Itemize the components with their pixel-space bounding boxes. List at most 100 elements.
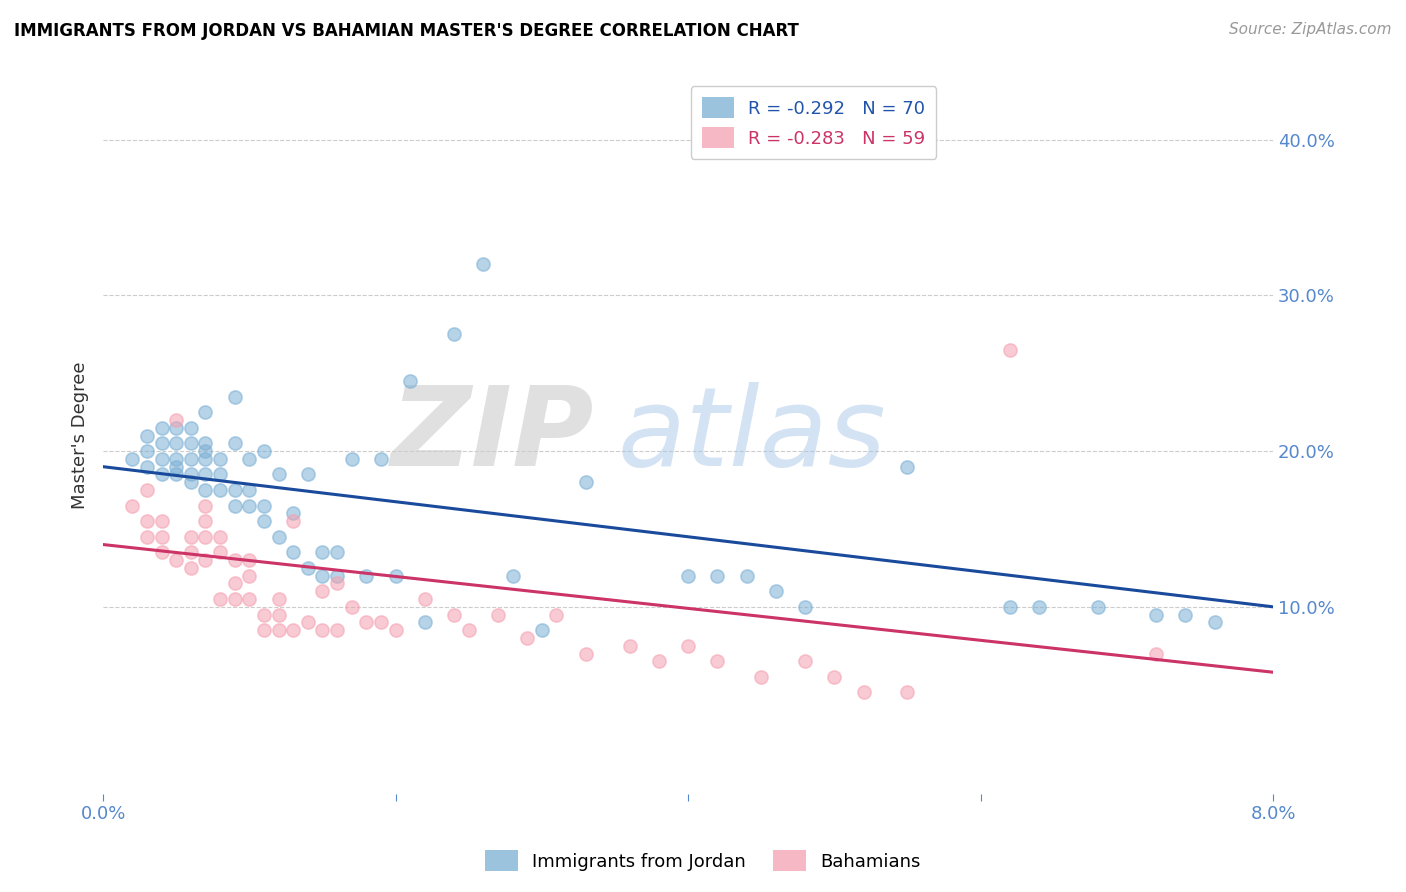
Point [1028,599,1050,614]
Point [546,607,568,622]
Point [194,451,217,466]
Point [165,553,187,567]
Point [765,584,787,599]
Point [180,421,202,435]
Point [194,405,217,419]
Point [194,530,217,544]
Point [194,499,217,513]
Point [283,514,305,528]
Point [238,553,260,567]
Point [413,615,436,630]
Point [150,436,173,450]
Point [413,592,436,607]
Point [165,459,187,474]
Point [706,654,728,668]
Point [283,507,305,521]
Point [384,568,406,582]
Point [224,436,246,450]
Point [180,561,202,575]
Point [852,685,875,699]
Point [165,413,187,427]
Point [121,451,143,466]
Point [136,530,159,544]
Point [238,592,260,607]
Legend: R = -0.292   N = 70, R = -0.283   N = 59: R = -0.292 N = 70, R = -0.283 N = 59 [690,87,936,159]
Point [150,451,173,466]
Point [267,623,290,637]
Point [998,343,1021,357]
Point [150,467,173,482]
Point [297,467,319,482]
Point [749,670,772,684]
Point [180,436,202,450]
Point [575,475,598,490]
Point [165,451,187,466]
Point [384,623,406,637]
Point [253,623,276,637]
Point [209,530,232,544]
Point [370,451,392,466]
Point [297,615,319,630]
Point [706,568,728,582]
Point [150,545,173,559]
Point [180,545,202,559]
Point [253,514,276,528]
Point [121,499,143,513]
Point [165,436,187,450]
Text: IMMIGRANTS FROM JORDAN VS BAHAMIAN MASTER'S DEGREE CORRELATION CHART: IMMIGRANTS FROM JORDAN VS BAHAMIAN MASTE… [14,22,799,40]
Point [238,483,260,497]
Point [443,327,465,342]
Point [575,647,598,661]
Point [794,654,817,668]
Point [194,553,217,567]
Point [165,421,187,435]
Point [443,607,465,622]
Point [998,599,1021,614]
Point [253,607,276,622]
Point [896,685,918,699]
Point [267,607,290,622]
Point [253,499,276,513]
Point [194,436,217,450]
Point [283,623,305,637]
Point [209,451,232,466]
Point [326,623,349,637]
Point [238,499,260,513]
Point [238,568,260,582]
Point [224,483,246,497]
Point [340,451,363,466]
Point [457,623,479,637]
Point [486,607,509,622]
Point [619,639,641,653]
Point [311,623,333,637]
Point [136,444,159,458]
Text: atlas: atlas [617,382,887,489]
Point [530,623,553,637]
Point [267,467,290,482]
Point [370,615,392,630]
Point [136,459,159,474]
Point [209,483,232,497]
Point [502,568,524,582]
Point [326,568,349,582]
Point [516,631,538,645]
Point [165,467,187,482]
Text: Source: ZipAtlas.com: Source: ZipAtlas.com [1229,22,1392,37]
Y-axis label: Master's Degree: Master's Degree [72,362,89,509]
Point [648,654,671,668]
Point [311,584,333,599]
Point [194,514,217,528]
Point [340,599,363,614]
Point [472,257,495,271]
Point [224,553,246,567]
Point [356,615,378,630]
Point [735,568,758,582]
Point [823,670,845,684]
Point [224,592,246,607]
Point [676,639,699,653]
Point [1174,607,1197,622]
Point [896,459,918,474]
Point [1204,615,1226,630]
Point [136,428,159,442]
Point [209,545,232,559]
